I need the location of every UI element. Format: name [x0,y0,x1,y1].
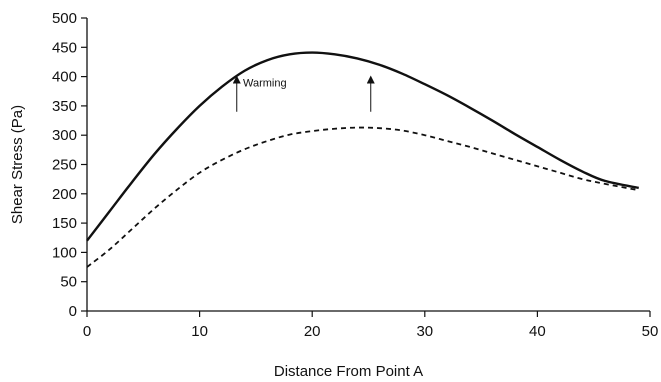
y-tick-label: 100 [52,244,77,261]
series-layer [86,51,639,268]
x-tick-label: 40 [529,323,546,340]
annotation-layer: Warming [232,75,375,112]
y-tick-label: 450 [52,39,77,56]
annotation-label: Warming [243,77,287,89]
y-tick-label: 500 [52,10,77,27]
x-tick-label: 20 [304,323,321,340]
x-tick-label: 0 [83,323,91,340]
solid-series-line [86,51,639,242]
y-tick-label: 50 [60,274,77,291]
y-tick-label: 150 [52,215,77,232]
plot-area: 0 50 100 150 200 250 300 350 400 450 500 0 10 20 30 40… [52,10,658,340]
y-tick-label: 400 [52,69,77,86]
y-tick-label: 300 [52,127,77,144]
x-axis-title: Distance From Point A [274,363,423,380]
x-tick-label: 30 [416,323,433,340]
dashed-series-line [86,126,639,268]
x-axis-ticks: 0 10 20 30 40 50 [83,311,659,340]
y-tick-label: 0 [69,303,77,320]
y-tick-label: 250 [52,157,77,174]
y-axis-title: Shear Stress (Pa) [9,105,26,224]
x-tick-label: 10 [191,323,208,340]
y-axis-ticks: 0 50 100 150 200 250 300 350 400 450 500 [52,10,87,320]
y-tick-label: 200 [52,186,77,203]
y-tick-label: 350 [52,98,77,115]
x-tick-label: 50 [642,323,659,340]
